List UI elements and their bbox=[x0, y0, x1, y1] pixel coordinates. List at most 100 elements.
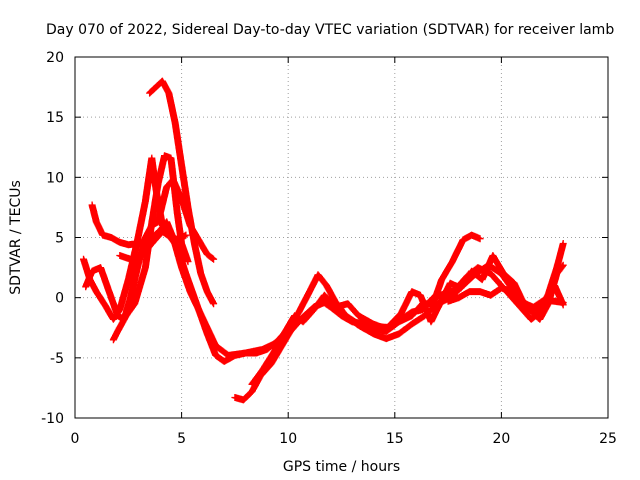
data-point bbox=[400, 318, 402, 320]
data-point bbox=[458, 297, 460, 299]
data-point bbox=[251, 391, 253, 393]
data-point bbox=[479, 238, 481, 240]
data-point bbox=[151, 157, 153, 159]
data-point bbox=[100, 267, 102, 269]
data-point bbox=[85, 286, 87, 288]
data-point bbox=[206, 291, 208, 293]
data-point bbox=[193, 243, 195, 245]
x-tick-label: 0 bbox=[71, 431, 80, 447]
y-tick-label: 10 bbox=[46, 170, 64, 186]
data-point bbox=[347, 303, 349, 305]
data-point bbox=[112, 318, 114, 320]
data-point bbox=[385, 328, 387, 330]
data-point bbox=[215, 354, 217, 356]
data-point bbox=[262, 348, 264, 350]
data-point bbox=[554, 285, 556, 287]
data-point bbox=[164, 155, 166, 157]
data-point bbox=[178, 239, 180, 241]
data-point bbox=[102, 234, 104, 236]
data-point bbox=[556, 273, 558, 275]
data-point bbox=[471, 270, 473, 272]
data-point bbox=[198, 309, 200, 311]
data-point bbox=[138, 243, 140, 245]
series-track-i bbox=[116, 228, 190, 263]
data-point bbox=[170, 237, 172, 238]
data-point bbox=[134, 303, 136, 305]
data-point bbox=[424, 315, 426, 317]
data-point bbox=[385, 338, 387, 340]
data-point bbox=[151, 243, 153, 245]
data-point bbox=[562, 264, 564, 266]
y-tick-label: 0 bbox=[55, 291, 64, 307]
data-point bbox=[556, 267, 558, 269]
data-point bbox=[562, 301, 564, 303]
data-point bbox=[181, 267, 183, 269]
data-point bbox=[317, 274, 319, 276]
data-point bbox=[119, 309, 121, 311]
data-point bbox=[127, 244, 129, 246]
data-point bbox=[345, 315, 347, 317]
chart-title: Day 070 of 2022, Sidereal Day-to-day VTE… bbox=[46, 22, 614, 38]
data-point bbox=[125, 315, 127, 317]
data-point bbox=[234, 397, 236, 399]
data-point bbox=[187, 261, 189, 263]
data-point bbox=[372, 333, 374, 335]
data-point bbox=[185, 234, 187, 236]
data-point bbox=[479, 291, 481, 293]
data-point bbox=[543, 299, 545, 301]
data-point bbox=[144, 237, 146, 238]
data-point bbox=[539, 311, 541, 313]
data-point bbox=[170, 157, 172, 159]
data-point bbox=[138, 261, 140, 263]
data-point bbox=[270, 363, 272, 365]
data-point bbox=[161, 230, 163, 232]
data-point bbox=[554, 300, 556, 302]
data-point bbox=[262, 369, 264, 371]
data-point bbox=[181, 243, 183, 245]
data-point bbox=[323, 294, 325, 296]
data-point bbox=[334, 300, 336, 302]
data-point bbox=[110, 237, 112, 238]
data-point bbox=[323, 301, 325, 303]
data-point bbox=[242, 399, 244, 401]
data-point bbox=[181, 198, 183, 200]
x-tick-label: 25 bbox=[599, 431, 617, 447]
data-point bbox=[532, 306, 534, 308]
data-point bbox=[411, 291, 413, 293]
y-tick-label: 5 bbox=[55, 231, 64, 247]
data-point bbox=[108, 291, 110, 293]
data-point bbox=[157, 221, 159, 223]
data-point bbox=[513, 282, 515, 284]
x-tick-label: 20 bbox=[492, 431, 510, 447]
data-point bbox=[83, 258, 85, 260]
data-point bbox=[104, 304, 106, 306]
data-point bbox=[411, 323, 413, 325]
data-point bbox=[326, 285, 328, 287]
series-track-b bbox=[88, 201, 567, 359]
data-point bbox=[161, 80, 163, 82]
series-track-h bbox=[444, 284, 567, 311]
data-point bbox=[198, 239, 200, 241]
data-point bbox=[313, 309, 315, 311]
data-point bbox=[119, 255, 121, 257]
data-point bbox=[460, 287, 462, 289]
ticks: 0 5 10 15 20 25 -10 -5 0 5 10 15 20 bbox=[41, 50, 617, 447]
data-point bbox=[309, 291, 311, 293]
data-point bbox=[200, 273, 202, 275]
data-point bbox=[151, 222, 153, 224]
data-point bbox=[447, 300, 449, 302]
x-axis-label: GPS time / hours bbox=[283, 459, 400, 475]
data-point bbox=[334, 306, 336, 308]
data-point bbox=[281, 345, 283, 347]
data-point bbox=[302, 316, 304, 318]
data-point bbox=[155, 86, 157, 88]
data-point bbox=[539, 318, 541, 320]
data-point bbox=[127, 279, 129, 281]
data-point bbox=[492, 255, 494, 257]
data-point bbox=[562, 243, 564, 245]
data-point bbox=[129, 258, 131, 260]
data-point bbox=[140, 256, 142, 258]
data-point bbox=[144, 200, 146, 202]
data-point bbox=[176, 212, 178, 214]
